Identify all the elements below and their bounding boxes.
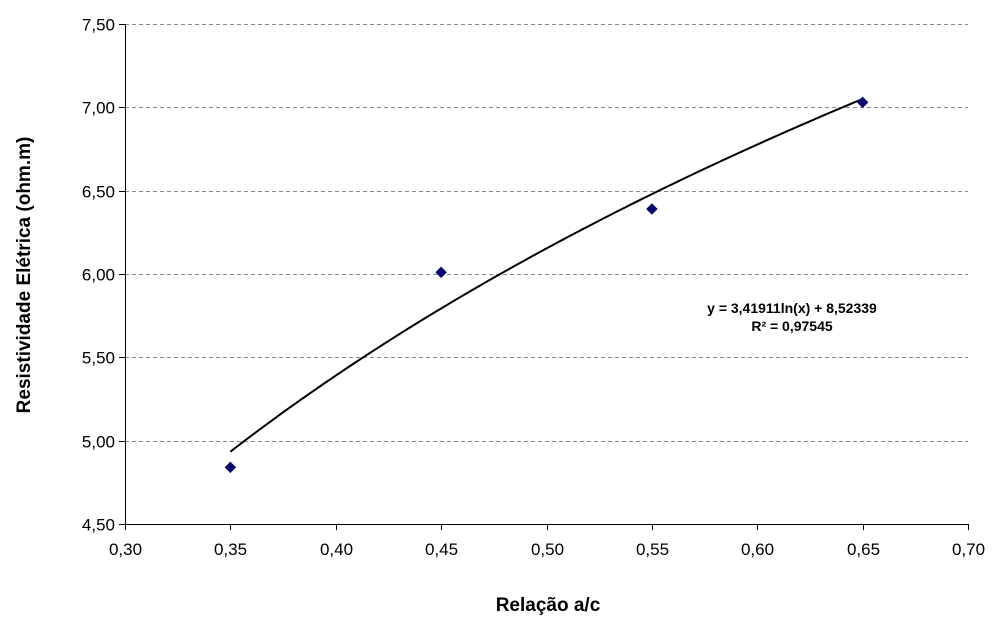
data-point-marker xyxy=(646,203,658,215)
y-axis-title: Resistividade Elétrica (ohm.m) xyxy=(14,137,35,414)
y-tick-label: 7,00 xyxy=(82,99,115,118)
x-tick-label: 0,30 xyxy=(109,540,142,559)
y-tick-label: 6,00 xyxy=(82,266,115,285)
x-tick-label: 0,50 xyxy=(531,540,564,559)
y-axis-ticks: 4,50 5,00 5,50 6,00 6,50 7,00 7,50 xyxy=(82,16,125,535)
x-tick-label: 0,35 xyxy=(214,540,247,559)
x-tick-label: 0,40 xyxy=(320,540,353,559)
x-axis-title: Relação a/c xyxy=(496,595,601,616)
data-point-marker xyxy=(435,266,447,279)
y-tick-label: 7,50 xyxy=(82,16,115,35)
data-points xyxy=(224,96,869,474)
trendline xyxy=(229,97,864,453)
y-tick-label: 4,50 xyxy=(82,516,115,535)
x-tick-label: 0,60 xyxy=(741,540,774,559)
data-point-marker xyxy=(856,96,869,109)
axes xyxy=(125,24,968,525)
data-point-marker xyxy=(224,461,237,474)
x-tick-label: 0,55 xyxy=(636,540,669,559)
y-tick-label: 5,50 xyxy=(82,349,115,368)
trendline-equation: y = 3,41911ln(x) + 8,52339 xyxy=(707,300,877,316)
y-tick-label: 5,00 xyxy=(82,433,115,452)
x-tick-label: 0,65 xyxy=(847,540,880,559)
gridlines xyxy=(125,24,968,442)
x-axis-ticks: 0,30 0,35 0,40 0,45 0,50 0,55 0,60 0,65 0,70 xyxy=(109,524,985,559)
x-tick-label: 0,45 xyxy=(425,540,458,559)
trendline-r2: R² = 0,97545 xyxy=(751,318,833,334)
x-tick-label: 0,70 xyxy=(952,540,985,559)
y-tick-label: 6,50 xyxy=(82,183,115,202)
